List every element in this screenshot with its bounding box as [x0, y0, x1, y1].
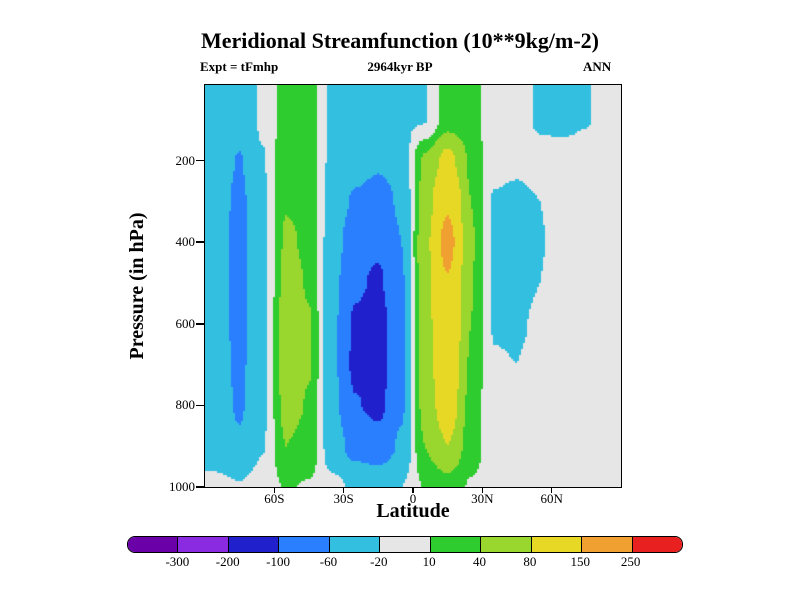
x-tick-mark: [550, 487, 553, 493]
chart-title: Meridional Streamfunction (10**9kg/m-2): [200, 28, 599, 53]
y-tick-label: 800: [175, 397, 196, 413]
y-tick-mark: [196, 486, 204, 488]
experiment-label: Expt = tFmhp: [200, 59, 279, 74]
colorbar-label: -200: [215, 554, 240, 569]
colorbar-label: -60: [319, 554, 338, 569]
x-tick-mark: [273, 487, 276, 493]
colorbar-segment: [177, 537, 228, 552]
y-tick-label: 200: [175, 152, 196, 168]
colorbar-segment: [530, 537, 582, 552]
y-tick-mark: [196, 404, 204, 407]
colorbar-segment: [480, 537, 531, 552]
colorbar-segment: [128, 537, 178, 552]
y-tick-label: 400: [175, 234, 196, 250]
colorbar-label: -300: [165, 554, 190, 569]
y-tick-label: 600: [175, 315, 196, 331]
x-tick-label: 30N: [471, 491, 494, 506]
colorbar-label: -100: [266, 554, 290, 569]
colorbar-label: 150: [570, 554, 591, 569]
x-tick-label: 60S: [264, 491, 285, 506]
colorbar: [127, 536, 683, 553]
colorbar-segment: [227, 537, 279, 552]
colorbar-label: 80: [523, 554, 537, 569]
season-label: ANN: [583, 59, 612, 74]
colorbar-segment: [429, 537, 481, 552]
y-tick-mark: [196, 323, 204, 325]
x-tick-mark: [342, 487, 345, 493]
time-label: 2964kyr BP: [367, 59, 433, 74]
colorbar-segment: [379, 537, 430, 552]
colorbar-label: 40: [473, 554, 487, 569]
colorbar-label: -20: [370, 554, 388, 569]
y-tick-label: 1000: [169, 479, 195, 494]
x-axis-label: Latitude: [376, 500, 450, 522]
colorbar-segment: [278, 537, 329, 552]
colorbar-label: 10: [422, 554, 436, 569]
y-axis-label: Pressure (in hPa): [126, 212, 148, 360]
colorbar-label: 250: [620, 554, 641, 569]
x-tick-label: 30S: [333, 491, 354, 506]
x-tick-label: 60N: [540, 491, 563, 506]
y-tick-mark: [196, 159, 204, 162]
y-tick-mark: [196, 241, 204, 243]
x-tick-label: 0: [409, 491, 417, 506]
colorbar-segment: [328, 537, 380, 552]
contour-plot: [205, 85, 621, 487]
x-tick-mark: [412, 487, 414, 493]
colorbar-segment: [581, 537, 632, 552]
x-tick-mark: [481, 487, 484, 493]
colorbar-segment: [631, 537, 682, 552]
